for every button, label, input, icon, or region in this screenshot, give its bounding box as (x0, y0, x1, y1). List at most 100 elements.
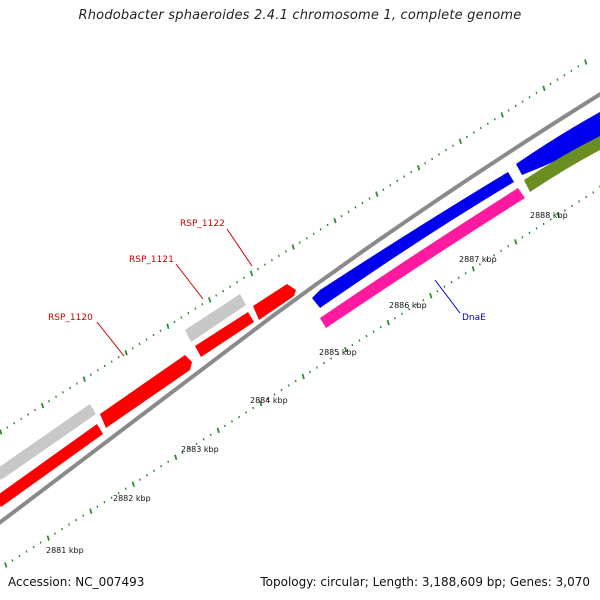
lower-tick (110, 496, 113, 499)
lower-tick (174, 454, 178, 461)
lower-tick (301, 373, 305, 380)
gene-label-dnae: DnaE (462, 313, 486, 323)
lower-tick (202, 438, 205, 441)
lower-tick (308, 370, 311, 374)
gene-arrow-blue-1[interactable] (312, 172, 514, 308)
forward-backbone-line (0, 91, 600, 525)
upper-tick (424, 162, 427, 165)
upper-tick (208, 297, 212, 303)
lower-tick (351, 343, 354, 347)
upper-tick (577, 65, 580, 68)
upper-tick (34, 408, 37, 412)
lower-tick (266, 397, 269, 401)
callout-line-rsp1121 (175, 263, 204, 300)
upper-tick (117, 355, 120, 359)
upper-tick (0, 429, 3, 435)
upper-tick (284, 250, 287, 253)
lower-tick (188, 447, 191, 450)
upper-tick (110, 360, 113, 363)
lower-tick (563, 209, 566, 212)
upper-tick (27, 413, 30, 416)
upper-tick (549, 82, 552, 86)
upper-tick (570, 69, 573, 73)
gene-arrow-red-1[interactable] (0, 424, 103, 507)
lower-tick (117, 491, 120, 495)
lower-tick (181, 451, 184, 454)
lower-tick (578, 200, 581, 203)
kbp-label-2886: 2886 kbp (389, 301, 427, 310)
upper-tick (291, 244, 295, 250)
upper-tick (535, 91, 538, 95)
gene-arrow-dnae[interactable] (320, 188, 525, 328)
upper-tick (458, 138, 463, 145)
gene-arrow-rsp1120[interactable] (100, 355, 192, 428)
upper-tick (445, 148, 447, 152)
lower-tick (500, 249, 503, 253)
upper-tick (277, 254, 280, 258)
lower-tick (287, 384, 290, 387)
upper-tick (222, 289, 225, 293)
lower-tick (528, 231, 531, 235)
upper-tick (173, 320, 176, 324)
upper-tick (403, 175, 406, 178)
lower-tick (570, 204, 573, 208)
gene-arrow-rsp1121[interactable] (185, 294, 246, 342)
kbp-label-2887: 2887 kbp (459, 255, 497, 264)
lower-tick (415, 303, 418, 306)
upper-tick (472, 131, 475, 134)
upper-tick (103, 364, 106, 368)
lower-tick (372, 330, 375, 333)
upper-tick (312, 232, 315, 235)
lower-tick (521, 236, 524, 239)
genome-summary-text: Topology: circular; Length: 3,188,609 bp… (260, 575, 590, 589)
lower-tick (89, 508, 93, 514)
lower-tick (103, 500, 106, 504)
upper-tick (40, 402, 45, 409)
callout-line-rsp1122 (226, 228, 253, 267)
upper-tick (124, 349, 128, 356)
upper-tick (243, 276, 246, 280)
kbp-label-2881: 2881 kbp (46, 546, 84, 555)
lower-tick (556, 212, 560, 218)
lower-tick (400, 312, 403, 315)
gene-label-rsp1121: RSP_1121 (129, 255, 174, 265)
lower-tick (46, 535, 50, 541)
gene-arrow-red-2[interactable] (195, 312, 254, 357)
lower-tick (230, 420, 233, 423)
gene-arrow-olive[interactable] (524, 136, 600, 192)
gene-arrow-rsp1122[interactable] (253, 284, 296, 320)
lower-tick (478, 263, 481, 266)
lower-tick (507, 245, 510, 248)
lower-tick (153, 469, 156, 472)
upper-tick (361, 201, 364, 205)
upper-tick (347, 210, 350, 213)
upper-tick (556, 78, 559, 81)
upper-tick (82, 376, 86, 382)
kbp-label-2882: 2882 kbp (113, 494, 151, 503)
upper-tick (542, 85, 546, 92)
gene-arrow-gray-1[interactable] (0, 404, 96, 480)
lower-tick-row (4, 185, 600, 568)
lower-tick (273, 393, 276, 396)
lower-tick (4, 562, 8, 568)
gene-arrow-blue-2[interactable] (516, 112, 600, 175)
upper-tick (319, 228, 322, 231)
lower-tick (18, 554, 21, 558)
upper-tick (514, 104, 517, 108)
upper-tick (368, 197, 371, 200)
lower-tick (471, 266, 475, 272)
lower-tick (393, 316, 396, 320)
lower-tick (216, 427, 220, 434)
lower-tick (145, 474, 148, 477)
lower-tick (124, 487, 127, 490)
gene-label-rsp1122: RSP_1122 (180, 219, 225, 229)
upper-tick (500, 112, 504, 118)
lower-tick (485, 258, 488, 262)
upper-tick (20, 417, 23, 420)
lower-tick (82, 514, 85, 517)
lower-tick (223, 424, 226, 428)
upper-tick (486, 122, 489, 125)
upper-tick-row (0, 59, 588, 435)
upper-tick (465, 135, 468, 139)
